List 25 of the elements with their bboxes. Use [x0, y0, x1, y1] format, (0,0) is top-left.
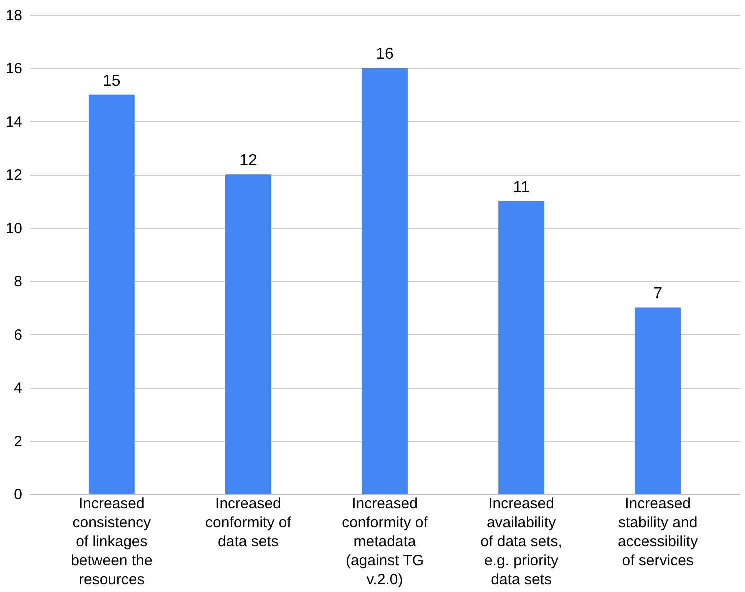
- bar: [226, 174, 272, 494]
- x-tick-label: Increased conformity of metadata (against TG v.2.0): [342, 496, 429, 588]
- y-tick-label: 6: [14, 326, 22, 344]
- y-tick-label: 14: [6, 114, 22, 131]
- data-label: 7: [654, 286, 663, 303]
- y-tick-label: 4: [14, 380, 22, 398]
- x-tick-label: Increased consistency of linkages between the resources: [71, 496, 153, 588]
- x-tick-label: Increased conformity of data sets: [206, 496, 292, 550]
- data-label: 12: [240, 152, 258, 170]
- data-label: 16: [376, 46, 394, 64]
- y-tick-label: 12: [6, 167, 22, 184]
- y-tick-label: 10: [6, 220, 22, 238]
- data-label: 15: [103, 72, 121, 90]
- bar: [362, 68, 408, 494]
- y-tick-label: 8: [14, 274, 22, 291]
- bar: [635, 308, 682, 494]
- y-tick-label: 0: [14, 486, 22, 504]
- y-tick-label: 16: [6, 60, 22, 78]
- y-tick-label: 2: [14, 433, 22, 450]
- x-tick-label: Increased availability of data sets, e.g. priority data sets: [480, 496, 562, 588]
- bar: [88, 94, 135, 494]
- x-tick-label: Increased stability and accessibility of services: [618, 496, 699, 570]
- y-tick-label: 18: [6, 8, 22, 24]
- data-label: 11: [513, 179, 530, 196]
- bar: [498, 201, 544, 494]
